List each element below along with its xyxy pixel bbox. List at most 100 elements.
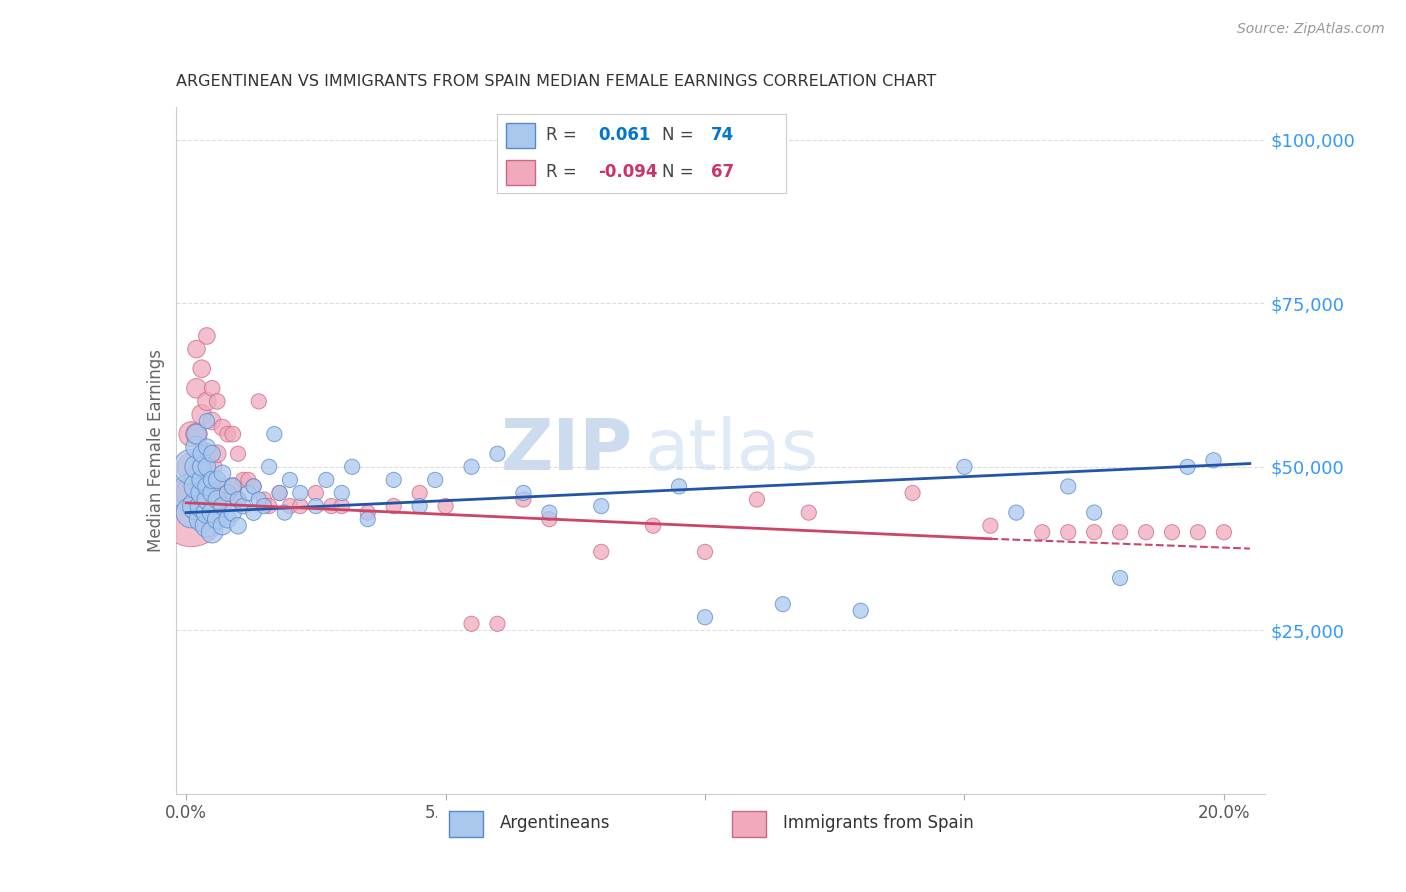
Point bbox=[242, 479, 264, 493]
Text: Source: ZipAtlas.com: Source: ZipAtlas.com bbox=[1237, 22, 1385, 37]
Point bbox=[186, 427, 208, 442]
Point bbox=[305, 499, 328, 513]
Point bbox=[849, 604, 872, 618]
FancyBboxPatch shape bbox=[506, 160, 534, 185]
Text: atlas: atlas bbox=[644, 416, 818, 485]
Point bbox=[979, 518, 1001, 533]
Point bbox=[195, 492, 218, 507]
Point bbox=[190, 492, 212, 507]
Point bbox=[242, 479, 264, 493]
Point bbox=[486, 447, 509, 461]
Point bbox=[253, 499, 276, 513]
Point bbox=[290, 499, 312, 513]
Point bbox=[211, 518, 233, 533]
Point bbox=[1202, 453, 1225, 467]
Point bbox=[211, 479, 233, 493]
Point bbox=[180, 459, 202, 474]
Point bbox=[1083, 506, 1105, 520]
Point bbox=[693, 610, 716, 624]
Point bbox=[186, 459, 208, 474]
Point bbox=[253, 492, 276, 507]
Point bbox=[207, 447, 229, 461]
Point bbox=[195, 414, 218, 428]
Point bbox=[211, 499, 233, 513]
Point bbox=[180, 427, 202, 442]
Point bbox=[195, 506, 218, 520]
Point bbox=[257, 499, 280, 513]
Point bbox=[180, 506, 202, 520]
Point bbox=[643, 518, 665, 533]
Point bbox=[460, 459, 482, 474]
Point bbox=[512, 492, 534, 507]
Point bbox=[340, 459, 363, 474]
Point bbox=[195, 518, 218, 533]
Point bbox=[278, 499, 301, 513]
Point bbox=[1187, 525, 1209, 540]
Point bbox=[207, 473, 229, 487]
Point bbox=[315, 473, 337, 487]
Point bbox=[232, 473, 254, 487]
Point bbox=[538, 506, 561, 520]
Point bbox=[186, 342, 208, 356]
FancyBboxPatch shape bbox=[506, 122, 534, 148]
Point bbox=[201, 381, 224, 395]
Point bbox=[226, 447, 249, 461]
Point bbox=[408, 499, 430, 513]
Point bbox=[180, 486, 202, 500]
Point bbox=[425, 473, 447, 487]
Point bbox=[186, 479, 208, 493]
Point bbox=[357, 512, 380, 526]
Point bbox=[263, 427, 285, 442]
Point bbox=[201, 459, 224, 474]
Y-axis label: Median Female Earnings: Median Female Earnings bbox=[146, 349, 165, 552]
Point bbox=[217, 486, 239, 500]
Point bbox=[186, 440, 208, 454]
Point bbox=[305, 486, 328, 500]
Point bbox=[591, 499, 613, 513]
Point bbox=[460, 616, 482, 631]
Point bbox=[195, 440, 218, 454]
Point bbox=[190, 459, 212, 474]
Point bbox=[222, 506, 245, 520]
Point bbox=[290, 486, 312, 500]
Text: N =: N = bbox=[662, 127, 693, 145]
Point bbox=[195, 447, 218, 461]
Point bbox=[226, 492, 249, 507]
Point bbox=[207, 492, 229, 507]
Point bbox=[207, 512, 229, 526]
Point bbox=[207, 394, 229, 409]
Text: 0.061: 0.061 bbox=[599, 127, 651, 145]
Point bbox=[1135, 525, 1157, 540]
Point bbox=[274, 506, 297, 520]
Point bbox=[772, 597, 794, 611]
Point bbox=[190, 486, 212, 500]
Point bbox=[901, 486, 924, 500]
Point bbox=[1161, 525, 1184, 540]
Point bbox=[195, 459, 218, 474]
Point bbox=[538, 512, 561, 526]
Point bbox=[222, 479, 245, 493]
Point bbox=[1031, 525, 1053, 540]
FancyBboxPatch shape bbox=[449, 811, 482, 837]
Point bbox=[190, 512, 212, 526]
Point bbox=[195, 479, 218, 493]
Text: 74: 74 bbox=[711, 127, 734, 145]
Point bbox=[201, 499, 224, 513]
Point bbox=[382, 499, 405, 513]
Point bbox=[1109, 571, 1132, 585]
Point bbox=[217, 427, 239, 442]
Text: ZIP: ZIP bbox=[501, 416, 633, 485]
Point bbox=[1212, 525, 1234, 540]
Point bbox=[211, 467, 233, 481]
Point bbox=[201, 525, 224, 540]
Point bbox=[186, 473, 208, 487]
Point bbox=[190, 473, 212, 487]
Point bbox=[190, 499, 212, 513]
Point bbox=[1057, 479, 1080, 493]
Point bbox=[190, 459, 212, 474]
Text: Argentineans: Argentineans bbox=[499, 814, 610, 832]
Point bbox=[232, 499, 254, 513]
Point bbox=[745, 492, 768, 507]
Point bbox=[186, 381, 208, 395]
Point bbox=[247, 492, 270, 507]
